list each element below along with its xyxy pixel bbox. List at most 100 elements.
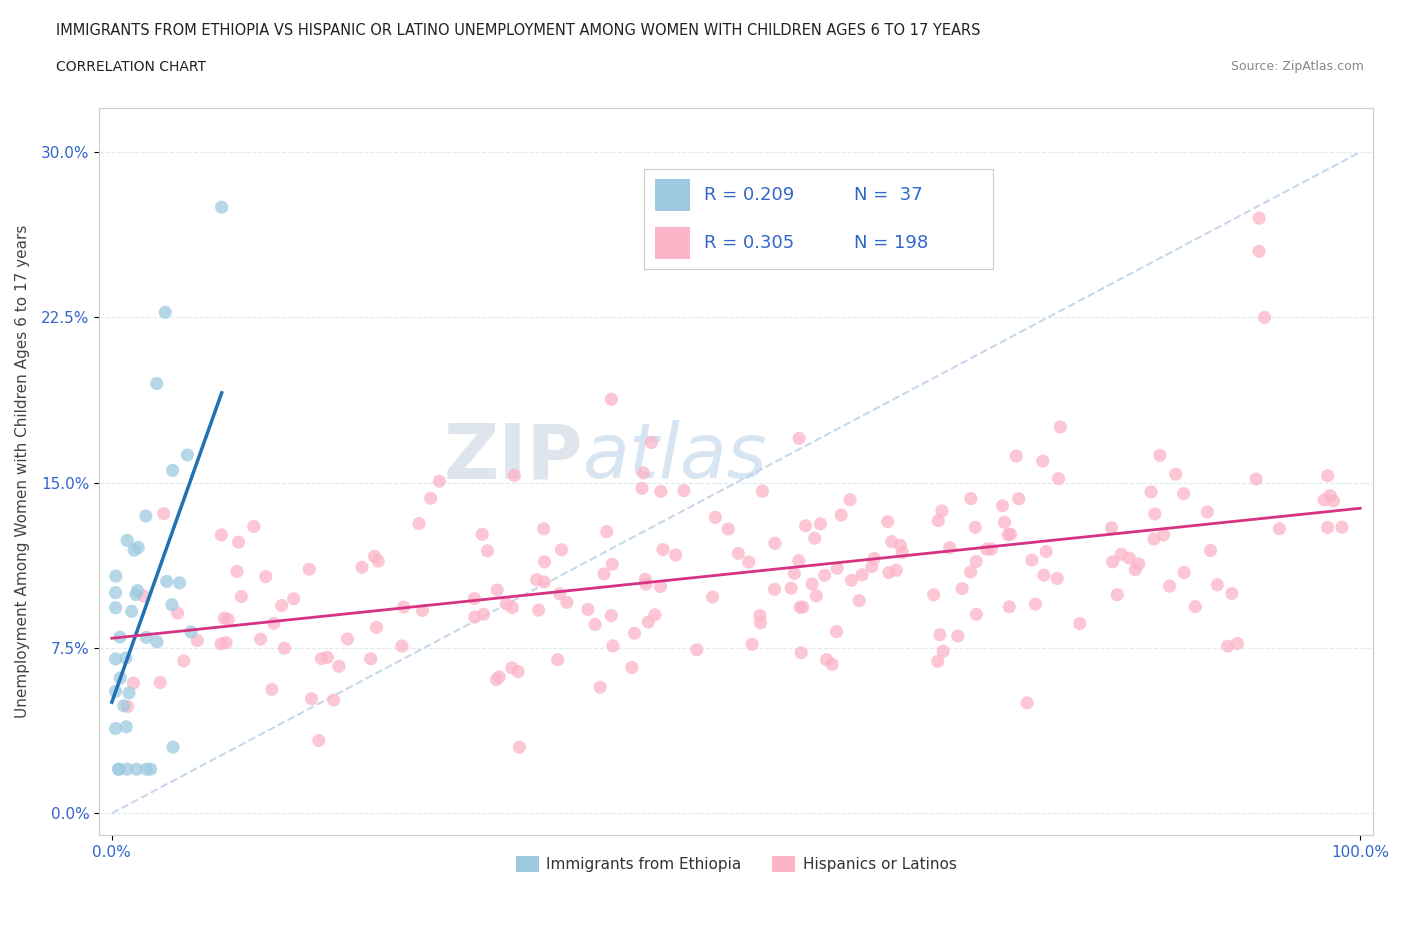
Point (115, 533, 138, 548)
Point (839, 492, 862, 507)
Point (1331, 520, 1354, 535)
Point (533, 575, 555, 590)
Point (1249, 211, 1271, 226)
Point (260, 682, 283, 697)
Point (1143, 531, 1166, 546)
Point (780, 581, 803, 596)
Point (1319, 488, 1341, 503)
Point (115, 762, 138, 777)
Text: atlas: atlas (583, 420, 768, 494)
Point (162, 463, 184, 478)
Point (485, 672, 508, 687)
Point (1322, 494, 1344, 509)
Point (1101, 521, 1123, 536)
Point (596, 525, 619, 539)
Point (821, 657, 844, 671)
Point (702, 590, 724, 604)
Point (938, 540, 960, 555)
Point (1032, 454, 1054, 469)
Point (997, 527, 1019, 542)
Point (1316, 520, 1339, 535)
Point (1032, 567, 1054, 582)
Point (623, 626, 645, 641)
Point (464, 610, 486, 625)
Point (108, 762, 131, 777)
Point (792, 600, 814, 615)
Point (1173, 565, 1195, 580)
Point (1107, 587, 1129, 602)
Point (803, 531, 825, 546)
Point (477, 543, 499, 558)
Point (602, 639, 624, 654)
Point (665, 548, 688, 563)
Point (488, 670, 510, 684)
Point (486, 583, 509, 598)
Point (789, 600, 811, 615)
Point (149, 675, 172, 690)
Point (501, 660, 523, 675)
Point (115, 719, 138, 734)
Point (1143, 507, 1166, 522)
Point (927, 513, 949, 528)
Point (965, 520, 987, 535)
Point (790, 645, 813, 660)
Point (1101, 554, 1123, 569)
Point (1197, 504, 1219, 519)
Point (959, 565, 981, 579)
Point (298, 562, 321, 577)
Point (501, 600, 523, 615)
Legend: Immigrants from Ethiopia, Hispanics or Latinos: Immigrants from Ethiopia, Hispanics or L… (509, 850, 963, 879)
Point (950, 581, 973, 596)
Point (1005, 448, 1028, 463)
Point (135, 762, 157, 777)
Point (1047, 472, 1070, 486)
Point (270, 598, 292, 613)
Point (360, 651, 382, 666)
Point (350, 560, 373, 575)
Point (391, 639, 413, 654)
Point (600, 608, 623, 623)
Point (877, 565, 900, 580)
Point (1140, 485, 1163, 499)
Point (336, 631, 359, 646)
Point (600, 392, 623, 406)
Point (946, 629, 969, 644)
Point (110, 671, 132, 685)
Point (1164, 467, 1187, 482)
Point (363, 549, 385, 564)
Point (751, 484, 773, 498)
Point (215, 635, 238, 650)
Point (830, 508, 852, 523)
Point (593, 566, 616, 581)
Point (533, 554, 555, 569)
Point (1249, 244, 1271, 259)
Point (1206, 578, 1229, 592)
Point (672, 484, 695, 498)
Point (815, 652, 838, 667)
Point (1049, 419, 1071, 434)
Point (631, 481, 654, 496)
Point (127, 583, 149, 598)
Point (889, 538, 911, 552)
Point (1226, 636, 1249, 651)
Point (209, 636, 232, 651)
Point (633, 466, 655, 481)
Point (548, 587, 571, 602)
Point (162, 739, 184, 754)
Point (991, 498, 1014, 513)
Point (146, 634, 169, 649)
Point (316, 650, 339, 665)
Point (965, 554, 987, 569)
Point (392, 600, 415, 615)
Point (503, 468, 526, 483)
Point (860, 559, 883, 574)
Point (876, 514, 898, 529)
Point (931, 503, 953, 518)
Point (783, 566, 806, 581)
Point (863, 551, 886, 565)
Point (640, 435, 662, 450)
Point (249, 631, 271, 646)
Text: N =  37: N = 37 (853, 186, 922, 204)
Point (965, 607, 987, 622)
Point (301, 691, 323, 706)
